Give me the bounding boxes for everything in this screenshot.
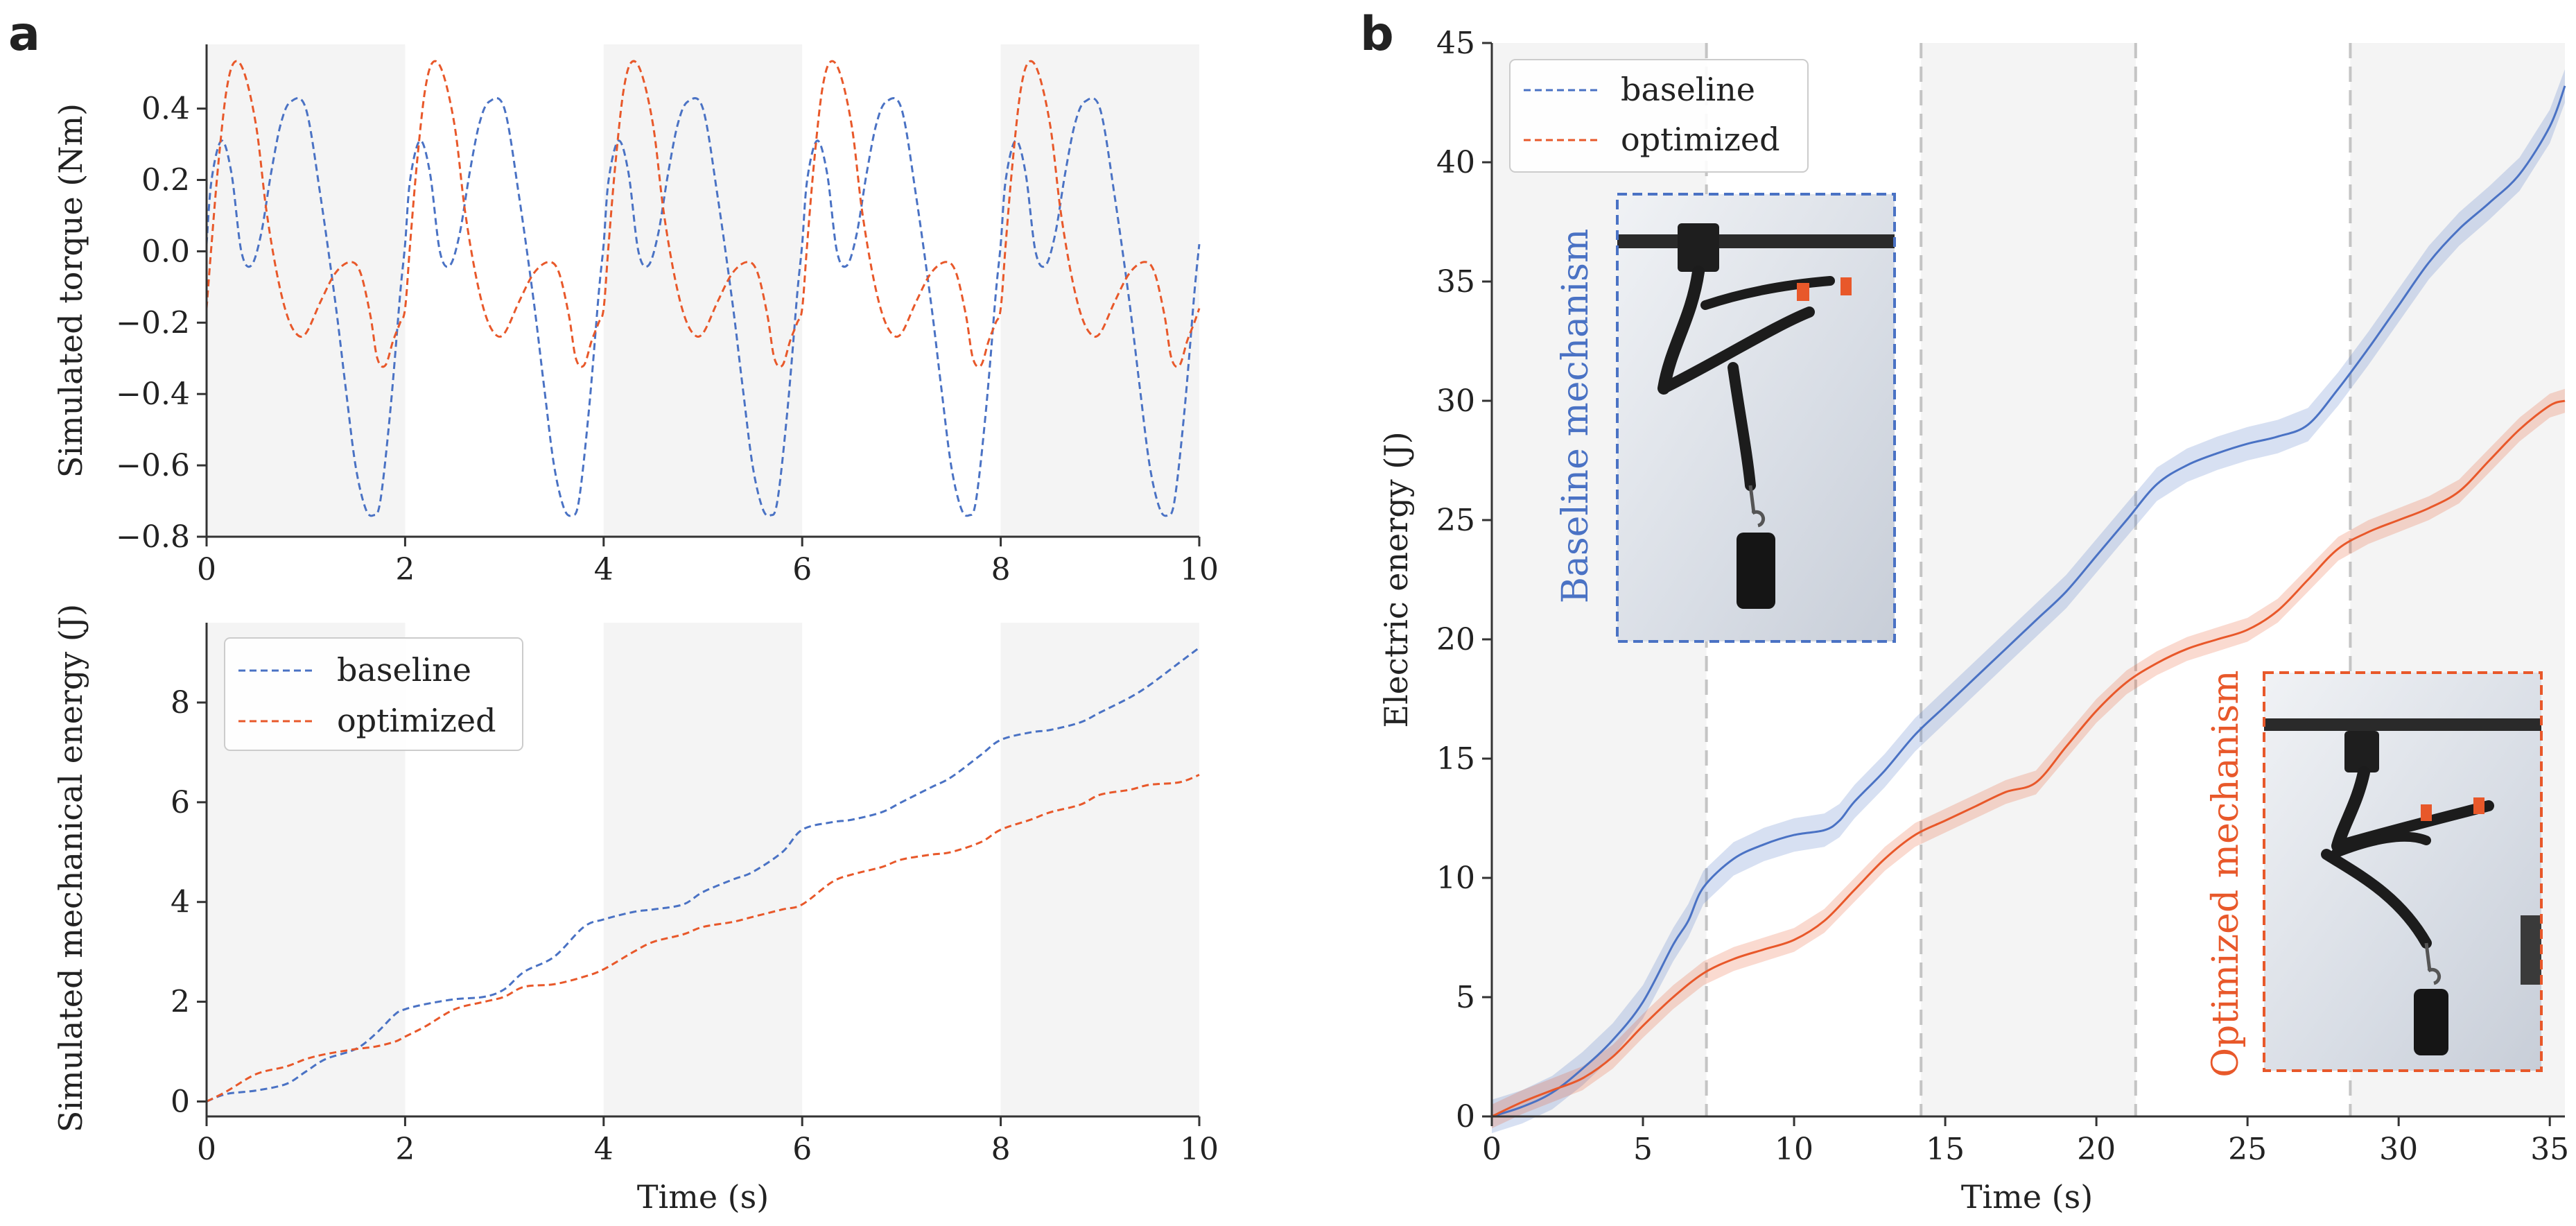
series-line-optimized <box>205 60 1201 368</box>
y-tick-label: 0 <box>171 1084 190 1119</box>
photo-optimized <box>2264 673 2541 1071</box>
y-ticks: 0 2 4 6 8 <box>171 685 207 1119</box>
y-tick-label: 30 <box>1436 383 1475 419</box>
shaded-band-0 <box>207 44 406 537</box>
x-tick-label: 4 <box>594 552 613 587</box>
inset-caption-optimized: Optimized mechanism <box>2205 670 2247 1077</box>
x-tick-label: 4 <box>594 1132 613 1167</box>
y-tick-label: 15 <box>1436 741 1475 777</box>
y-ticks: 0 5 10 15 20 25 30 35 40 45 <box>1436 26 1492 1134</box>
series-layer <box>206 646 1200 1103</box>
y-tick-label: 40 <box>1436 145 1475 180</box>
y-axis-label: Electric energy (J) <box>1377 431 1415 727</box>
y-tick-label: 6 <box>171 785 190 820</box>
band-optimized <box>1492 388 2565 1129</box>
y-tick-label: 35 <box>1436 264 1475 300</box>
shaded-band-2 <box>1000 44 1199 537</box>
y-tick-label: 0.0 <box>141 234 190 269</box>
x-tick-label: 2 <box>395 1132 415 1167</box>
shaded-band-2 <box>1000 623 1199 1116</box>
legend-label-optimized: optimized <box>337 702 496 739</box>
x-tick-label: 0 <box>1482 1132 1502 1167</box>
mechanism-optimized-icon <box>2264 718 2541 1055</box>
x-ticks: 0 2 4 6 8 10 <box>197 537 1219 587</box>
series-layer <box>205 60 1201 517</box>
legend-label-optimized: optimized <box>1621 121 1780 158</box>
shaded-band-1 <box>603 623 803 1116</box>
chart-a-bottom: 0 2 4 6 8 10 0 2 4 6 8 Simulated mechanical energ… <box>52 604 1219 1216</box>
series-line-baseline <box>206 646 1200 1103</box>
inset-baseline: Baseline mechanism <box>1555 193 1896 643</box>
shading-layer <box>207 623 1199 1116</box>
legend-label-baseline: baseline <box>337 651 471 689</box>
y-tick-label: 20 <box>1436 622 1475 657</box>
y-tick-label: 45 <box>1436 26 1475 61</box>
y-tick-label: 4 <box>171 885 190 920</box>
x-tick-label: 2 <box>395 552 415 587</box>
x-tick-label: 8 <box>991 552 1011 587</box>
x-tick-label: 10 <box>1775 1132 1813 1167</box>
y-axis-label: Simulated torque (Nm) <box>52 103 89 478</box>
y-tick-label: 2 <box>171 985 190 1020</box>
x-tick-label: 0 <box>197 1132 216 1167</box>
x-axis-label: Time (s) <box>637 1178 769 1216</box>
series-line-optimized <box>206 773 1200 1103</box>
x-tick-label: 20 <box>2077 1132 2116 1167</box>
shaded-band-1 <box>603 44 803 537</box>
y-tick-label: 10 <box>1436 861 1475 896</box>
y-tick-label: −0.4 <box>116 377 190 412</box>
panel-letter-a: a <box>8 7 40 62</box>
mechanism-baseline-icon <box>1617 223 1895 609</box>
y-axis-label: Simulated mechanical energy (J) <box>52 604 89 1132</box>
legend-box <box>1509 59 1809 173</box>
inset-caption-baseline: Baseline mechanism <box>1555 229 1596 604</box>
panel-letter-b: b <box>1360 7 1394 62</box>
x-tick-label: 6 <box>792 1132 812 1167</box>
x-tick-label: 5 <box>1633 1132 1653 1167</box>
x-ticks: 0 5 10 15 20 25 30 35 <box>1482 1116 2569 1167</box>
band-layer <box>1492 69 2565 1134</box>
x-tick-label: 35 <box>2530 1132 2569 1167</box>
x-axis-label: Time (s) <box>1961 1178 2093 1216</box>
y-tick-label: 5 <box>1456 980 1475 1015</box>
legend-label-baseline: baseline <box>1621 71 1755 108</box>
x-tick-label: 8 <box>991 1132 1011 1167</box>
y-tick-label: 0 <box>1456 1099 1475 1134</box>
y-tick-label: 25 <box>1436 503 1475 538</box>
legend: baseline optimized <box>1509 59 1809 173</box>
y-tick-label: −0.6 <box>116 448 190 483</box>
x-tick-label: 15 <box>1926 1132 1965 1167</box>
x-tick-label: 30 <box>2379 1132 2418 1167</box>
chart-a-top: 0 2 4 6 8 10 −0.8 −0.6 −0.4 −0.2 0.0 0.2 0.4 Simula… <box>52 44 1219 587</box>
x-tick-label: 10 <box>1180 552 1219 587</box>
y-ticks: −0.8 −0.6 −0.4 −0.2 0.0 0.2 0.4 <box>116 92 207 555</box>
series-line-optimized <box>1491 399 2566 1118</box>
x-tick-label: 10 <box>1180 1132 1219 1167</box>
inset-optimized: Optimized mechanism <box>2205 670 2543 1078</box>
y-tick-label: 0.4 <box>141 92 190 127</box>
shaded-band-1 <box>1921 43 2136 1116</box>
y-tick-label: −0.8 <box>116 519 190 555</box>
shading-layer <box>207 44 1199 537</box>
x-tick-label: 25 <box>2228 1132 2267 1167</box>
series-line-baseline <box>205 97 1201 517</box>
y-tick-label: 8 <box>171 685 190 720</box>
chart-b: 0 5 10 15 20 25 30 35 0 5 10 15 20 25 30 35 40 45 Electr… <box>1377 26 2569 1216</box>
inset-frame-optimized <box>2263 671 2543 1072</box>
x-tick-label: 6 <box>792 552 812 587</box>
series-line-baseline <box>1491 85 2566 1118</box>
series-layer <box>1491 85 2566 1118</box>
y-tick-label: 0.2 <box>141 163 190 198</box>
x-ticks: 0 2 4 6 8 10 <box>197 1116 1219 1167</box>
inset-frame-baseline <box>1616 193 1896 643</box>
legend: baseline optimized <box>224 637 523 751</box>
x-tick-label: 0 <box>197 552 216 587</box>
y-tick-label: −0.2 <box>116 305 190 340</box>
